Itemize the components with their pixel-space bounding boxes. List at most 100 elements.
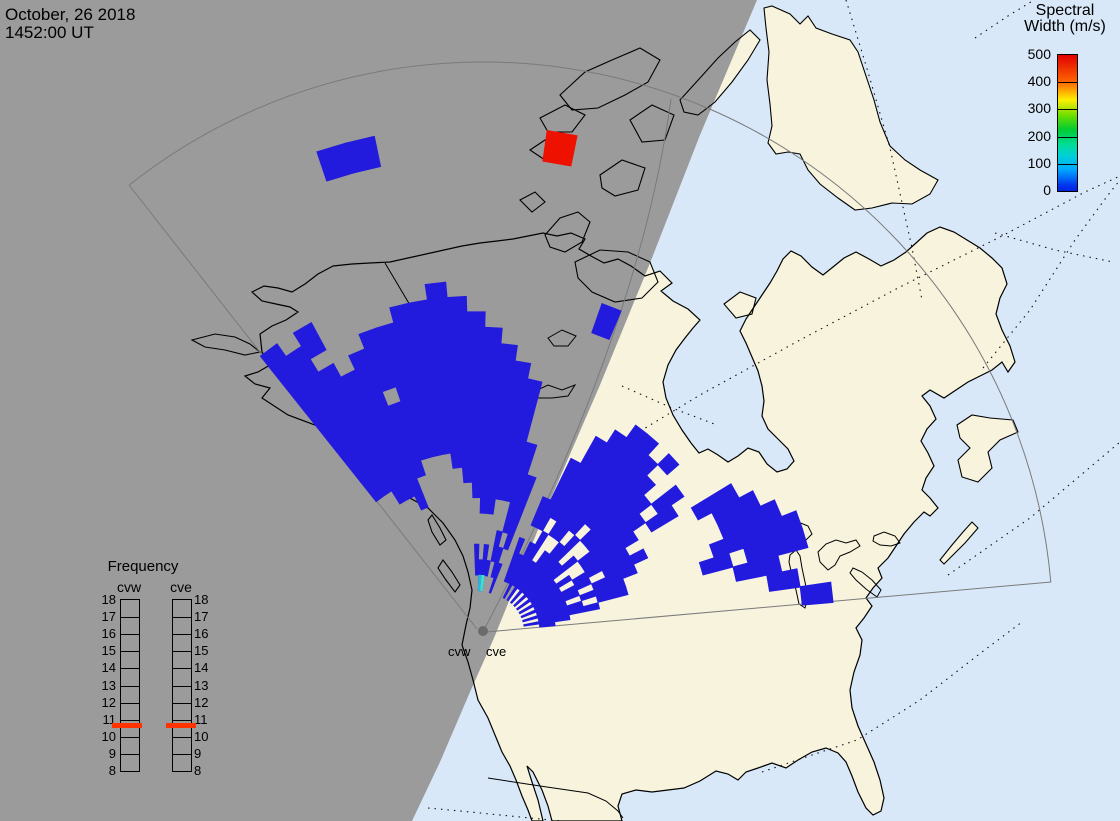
- colorbar-tick-line: [1058, 164, 1077, 165]
- frequency-tick-label: 16: [101, 626, 116, 642]
- echo-cell: [590, 563, 638, 591]
- colorbar-tick-line: [1058, 82, 1077, 83]
- land-fill-island-11: [957, 415, 1018, 482]
- echo-cell: [259, 343, 385, 503]
- echo-cell: [595, 586, 629, 603]
- radar-fan-right-edge: [485, 581, 1052, 633]
- frequency-tick-line: [173, 668, 191, 669]
- echo-cell: [477, 574, 482, 592]
- echo-cell: [503, 536, 526, 583]
- radar-site-dot: [478, 626, 488, 636]
- radar-fan-outer-arc: [128, 61, 1052, 583]
- echo-cell: [506, 553, 524, 584]
- frequency-tick-label: 18: [101, 592, 116, 607]
- frequency-tick-label: 16: [194, 626, 209, 642]
- colorbar-title-line1: Spectral: [1035, 2, 1095, 19]
- frequency-column-label-cve: cve: [170, 579, 192, 595]
- coastline-island-4: [539, 104, 586, 133]
- political-border-1: [487, 777, 624, 819]
- frequency-tick-label: 10: [101, 728, 116, 744]
- echo-cell: [486, 343, 518, 515]
- echo-cell: [548, 429, 628, 539]
- echo-cell: [766, 568, 801, 592]
- echo-cell: [530, 496, 551, 529]
- echo-cell: [495, 360, 532, 501]
- colorbar-tick-label: 200: [1027, 127, 1051, 144]
- frequency-marker-cvw: [112, 722, 142, 728]
- colorbar-tick-line: [1058, 137, 1077, 138]
- coastline-island-6: [544, 211, 591, 253]
- colorbar-tick-label: 500: [1027, 46, 1051, 62]
- colorbar-tick-line: [1058, 109, 1077, 110]
- frequency-tick-label: 8: [194, 763, 202, 778]
- echo-cell: [535, 600, 568, 616]
- coastline-island-14: [437, 559, 461, 593]
- frequency-tick-label: 17: [194, 609, 209, 625]
- frequency-tick-line: [173, 617, 191, 618]
- echo-cell: [579, 474, 657, 547]
- frequency-tick-label: 14: [101, 660, 116, 676]
- echo-cell: [509, 541, 565, 605]
- echo-cell: [506, 560, 537, 602]
- frequency-tick-line: [173, 634, 191, 635]
- land-fill-island-12: [940, 522, 978, 564]
- echo-cell: [513, 561, 563, 608]
- echo-cell: [488, 562, 503, 594]
- echo-cell: [522, 534, 581, 595]
- radar-site-label-cve: cve: [486, 644, 507, 659]
- radar-site-label-cvw: cvw: [448, 644, 471, 659]
- frequency-tick-line: [173, 651, 191, 652]
- frequency-tick-line: [173, 754, 191, 755]
- echo-cell: [502, 378, 543, 503]
- coastline-mainland: [243, 226, 1016, 821]
- echo-cell: [601, 548, 649, 578]
- echo-cell: [799, 581, 834, 606]
- coastline-island-3: [629, 104, 675, 143]
- echo-cell: [292, 321, 327, 360]
- echo-cell: [389, 302, 441, 458]
- graticule-line-6: [427, 807, 563, 821]
- coastline-island-0: [763, 5, 939, 211]
- frequency-tick-label: 9: [194, 745, 202, 761]
- frequency-tick-label: 13: [101, 677, 116, 693]
- echo-cell: [533, 577, 592, 610]
- date-label: October, 26 2018: [5, 5, 136, 24]
- frequency-tick-label: 18: [194, 592, 209, 607]
- frequency-tick-label: 14: [194, 660, 209, 676]
- coastline-island-5: [599, 159, 646, 197]
- frequency-legend-title: Frequency: [107, 558, 179, 575]
- echo-cell: [502, 441, 538, 534]
- frequency-tick-label: 15: [194, 643, 209, 659]
- colorbar-tick-label: 300: [1027, 100, 1051, 117]
- echo-cell: [571, 547, 631, 586]
- echo-cell: [387, 400, 426, 479]
- echo-cell: [530, 574, 573, 605]
- graticule-line-1: [845, 0, 923, 301]
- frequency-tick-line: [121, 668, 139, 669]
- echo-cell: [520, 589, 580, 619]
- radar-fan-divider: [482, 98, 672, 633]
- lake-outline-2: [817, 539, 861, 571]
- coastline-island-7: [574, 249, 659, 303]
- echo-cell: [465, 311, 486, 499]
- frequency-tick-line: [121, 651, 139, 652]
- echo-cell: [553, 424, 649, 543]
- frequency-column-label-cvw: cvw: [116, 579, 142, 595]
- echo-cell: [512, 530, 549, 587]
- echo-cell: [568, 433, 660, 536]
- frequency-tick-line: [121, 737, 139, 738]
- echo-cell: [536, 457, 582, 532]
- echo-cell: [502, 474, 537, 551]
- coastline-island-12: [939, 521, 979, 565]
- echo-cell: [549, 435, 608, 522]
- frequency-tick-label: 11: [194, 711, 208, 727]
- echo-cell: [526, 555, 579, 600]
- coastline-island-1: [679, 29, 761, 116]
- echo-cell: [407, 299, 452, 456]
- echo-cell: [284, 345, 393, 497]
- echo-cell: [344, 135, 382, 174]
- land-fill-island-0: [764, 6, 938, 210]
- echo-cell: [584, 494, 652, 553]
- echo-cell: [717, 499, 783, 540]
